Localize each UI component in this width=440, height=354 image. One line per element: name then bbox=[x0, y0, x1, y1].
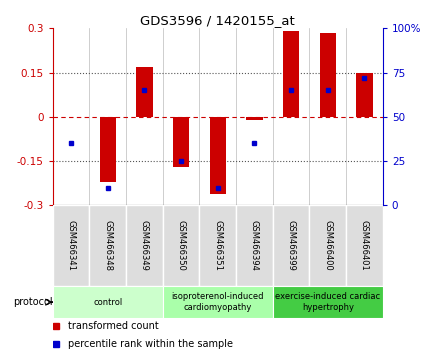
Text: percentile rank within the sample: percentile rank within the sample bbox=[68, 339, 233, 349]
Bar bbox=[283, 31, 299, 117]
Bar bbox=[273, 205, 309, 286]
Text: GSM466401: GSM466401 bbox=[360, 221, 369, 271]
Bar bbox=[99, 117, 116, 182]
Bar bbox=[319, 33, 336, 117]
Text: exercise-induced cardiac
hypertrophy: exercise-induced cardiac hypertrophy bbox=[275, 292, 380, 312]
Bar bbox=[236, 205, 273, 286]
Text: GSM466394: GSM466394 bbox=[250, 220, 259, 271]
Bar bbox=[53, 205, 89, 286]
Bar bbox=[136, 67, 153, 117]
Text: protocol: protocol bbox=[13, 297, 53, 307]
Text: GSM466399: GSM466399 bbox=[286, 220, 296, 271]
Bar bbox=[173, 117, 189, 167]
Bar bbox=[89, 205, 126, 286]
Bar bbox=[356, 73, 373, 117]
Bar bbox=[309, 205, 346, 286]
Bar bbox=[126, 205, 163, 286]
Bar bbox=[199, 205, 236, 286]
Text: GSM466341: GSM466341 bbox=[66, 220, 76, 271]
Text: transformed count: transformed count bbox=[68, 321, 158, 331]
Title: GDS3596 / 1420155_at: GDS3596 / 1420155_at bbox=[140, 14, 295, 27]
Bar bbox=[273, 286, 383, 318]
Bar bbox=[209, 117, 226, 194]
Text: control: control bbox=[93, 298, 122, 307]
Text: GSM466350: GSM466350 bbox=[176, 220, 186, 271]
Bar bbox=[246, 117, 263, 120]
Bar bbox=[163, 205, 199, 286]
Text: GSM466349: GSM466349 bbox=[140, 220, 149, 271]
Text: isoproterenol-induced
cardiomyopathy: isoproterenol-induced cardiomyopathy bbox=[172, 292, 264, 312]
Text: GSM466348: GSM466348 bbox=[103, 220, 112, 271]
Text: GSM466351: GSM466351 bbox=[213, 220, 222, 271]
Bar bbox=[346, 205, 383, 286]
Bar bbox=[53, 286, 163, 318]
Text: GSM466400: GSM466400 bbox=[323, 221, 332, 271]
Bar bbox=[163, 286, 273, 318]
